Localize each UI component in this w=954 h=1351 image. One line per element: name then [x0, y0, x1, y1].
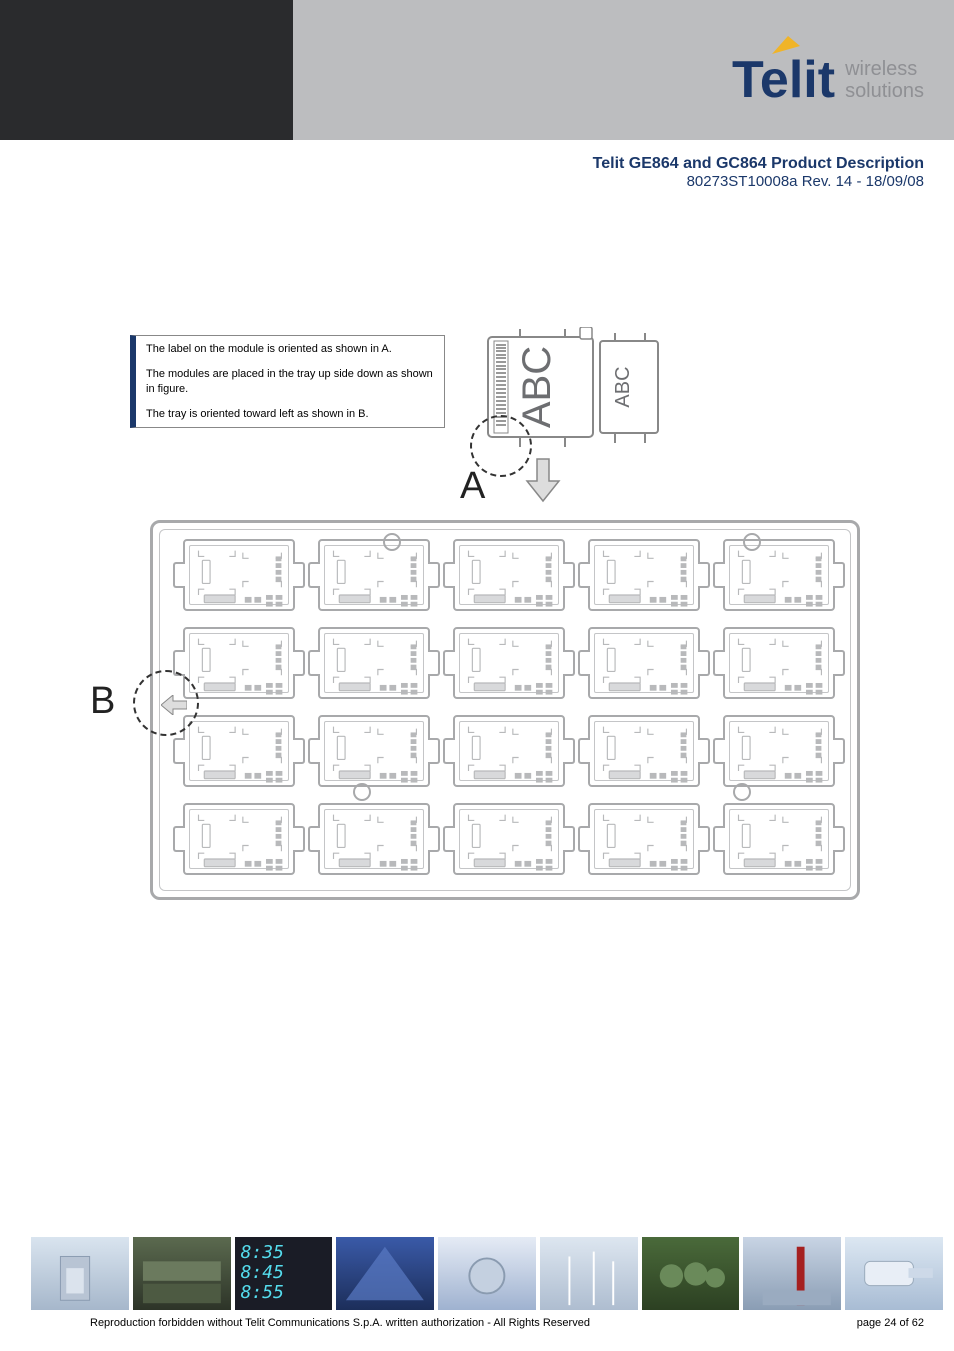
- footer-copyright: Reproduction forbidden without Telit Com…: [90, 1317, 590, 1329]
- footer-time-2: 8:45: [241, 1263, 327, 1283]
- tray-slot: [318, 803, 430, 875]
- footer-time-1: 8:35: [241, 1243, 327, 1263]
- logo: Telit wireless solutions: [732, 50, 924, 110]
- tray-slot: [318, 539, 430, 611]
- header-dark-block: [0, 0, 293, 140]
- footer-time-3: 8:55: [241, 1283, 327, 1303]
- tray-slot: [723, 715, 835, 787]
- footer-img-7: [641, 1236, 741, 1311]
- footer-img-1: [30, 1236, 130, 1311]
- footer-img-8: [742, 1236, 842, 1311]
- footer-img-4: [335, 1236, 435, 1311]
- tray-slot: [183, 539, 295, 611]
- tray-hole: [383, 533, 401, 551]
- tray: [150, 520, 860, 900]
- footer-img-5: [437, 1236, 537, 1311]
- logo-text: Telit: [732, 50, 835, 110]
- doc-revision: 80273ST10008a Rev. 14 - 18/09/08: [0, 173, 924, 190]
- tagline-1: wireless: [845, 58, 924, 80]
- tagline-2: solutions: [845, 80, 924, 102]
- footer-page: page 24 of 62: [857, 1317, 924, 1329]
- tray-slot: [588, 715, 700, 787]
- callout-circle-B: [133, 670, 199, 736]
- textbox-p3: The tray is oriented toward left as show…: [146, 407, 436, 422]
- tray-slot: [183, 715, 295, 787]
- tray-slot: [723, 539, 835, 611]
- tray-slot: [723, 803, 835, 875]
- arrow-down-icon: [525, 455, 561, 505]
- label-B: B: [90, 680, 115, 723]
- footer-img-2: [132, 1236, 232, 1311]
- footer-image-strip: 8:35 8:45 8:55: [30, 1236, 944, 1311]
- label-A: A: [460, 465, 485, 508]
- tray-slot: [318, 715, 430, 787]
- module-abc-large: ABC: [515, 346, 559, 428]
- footer-line: Reproduction forbidden without Telit Com…: [90, 1317, 924, 1329]
- tray-hole: [733, 783, 751, 801]
- textbox-p2: The modules are placed in the tray up si…: [146, 367, 436, 397]
- tray-slot: [318, 627, 430, 699]
- logo-accent-icon: [770, 34, 802, 56]
- tray-slot: [183, 627, 295, 699]
- tray-slot: [453, 539, 565, 611]
- textbox-p1: The label on the module is oriented as s…: [146, 342, 436, 357]
- tray-slot: [588, 539, 700, 611]
- tray-slot: [588, 803, 700, 875]
- tray-slot: [453, 803, 565, 875]
- footer-img-6: [539, 1236, 639, 1311]
- footer-img-9: [844, 1236, 944, 1311]
- logo-tagline: wireless solutions: [845, 58, 924, 102]
- tray-hole: [353, 783, 371, 801]
- tray-slot: [453, 715, 565, 787]
- doc-title: Telit GE864 and GC864 Product Descriptio…: [0, 155, 924, 173]
- footer-img-3: 8:35 8:45 8:55: [234, 1236, 334, 1311]
- tray-slot: [183, 803, 295, 875]
- instruction-textbox: The label on the module is oriented as s…: [130, 335, 445, 428]
- doc-title-block: Telit GE864 and GC864 Product Descriptio…: [0, 155, 924, 190]
- tray-slot: [453, 627, 565, 699]
- tray-hole: [743, 533, 761, 551]
- brand-name: Telit: [732, 51, 835, 109]
- tray-slot: [588, 627, 700, 699]
- module-abc-small: ABC: [612, 366, 634, 407]
- header: Telit wireless solutions: [0, 0, 954, 140]
- tray-slot: [723, 627, 835, 699]
